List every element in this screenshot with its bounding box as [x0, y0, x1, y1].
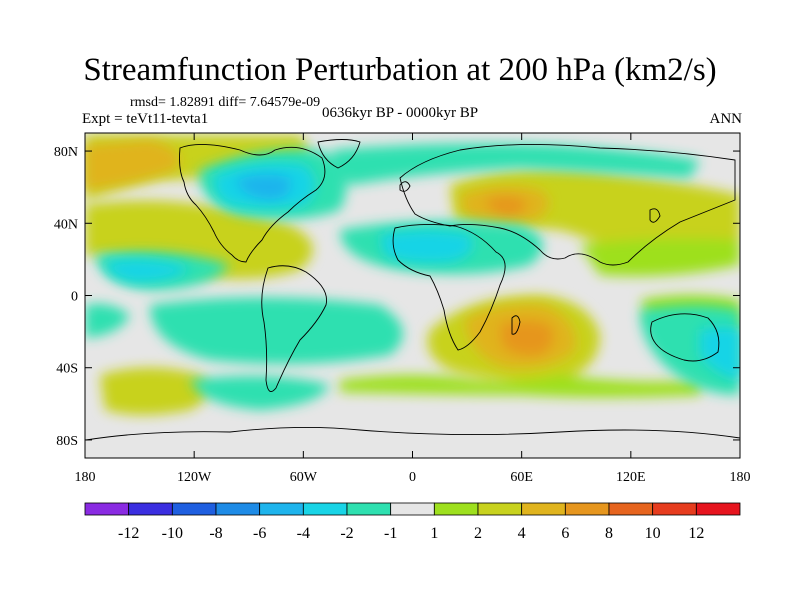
colorbar-label: 6 — [561, 525, 569, 542]
contour-positive-asia-band — [580, 238, 740, 277]
coast-madagascar — [511, 315, 521, 335]
colorbar-label: -1 — [384, 525, 397, 542]
colorbar-swatch — [171, 502, 217, 516]
colorbar-label: -4 — [297, 525, 310, 542]
coast-greenland — [317, 139, 361, 169]
coastlines — [85, 139, 740, 441]
contour-negative-southern — [190, 376, 330, 410]
colorbar-label: -2 — [340, 525, 353, 542]
coast-eurasia — [399, 144, 736, 266]
contour-minus2-africa — [380, 230, 473, 263]
x-tick-label: 180 — [730, 470, 751, 485]
colorbar-swatch — [390, 502, 435, 516]
colorbar-swatch — [128, 502, 173, 516]
y-tick-label: 80N — [54, 145, 78, 160]
contour-6-south-atlantic — [500, 320, 554, 356]
coast-japan — [649, 208, 661, 223]
map-field — [85, 133, 740, 458]
contour-positive-southern-band — [340, 375, 700, 398]
colorbar-swatch — [652, 502, 697, 516]
coast-north-america — [179, 144, 326, 263]
stats-label: rmsd= 1.82891 diff= 7.64579e-09 — [130, 95, 321, 110]
x-tick-label: 180 — [75, 470, 96, 485]
colorbar-label: -12 — [118, 525, 139, 542]
colorbar-label: 1 — [430, 525, 438, 542]
colorbar-swatch — [302, 502, 348, 516]
coast-australia — [650, 313, 720, 362]
colorbar-swatch — [695, 502, 741, 516]
colorbar-swatch — [215, 502, 261, 516]
colorbar-swatch — [477, 502, 523, 516]
y-axis: 80N 40N 0 40S 80S — [54, 145, 740, 449]
coast-antarctica — [85, 426, 740, 441]
colorbar-swatch — [433, 502, 479, 516]
coast-south-america — [261, 265, 328, 393]
colorbar-swatch — [84, 502, 130, 516]
x-tick-label: 0 — [409, 470, 416, 485]
colorbar-label: 10 — [645, 525, 661, 542]
contour-negative-south-america — [150, 297, 403, 364]
period-label: 0636kyr BP - 0000kyr BP — [322, 105, 479, 121]
colorbar-label: 2 — [474, 525, 482, 542]
contour-4-north-atlantic — [85, 140, 180, 190]
colorbar-swatch — [564, 502, 610, 516]
colorbar-label: -10 — [162, 525, 183, 542]
colorbar-swatch — [259, 502, 304, 516]
x-tick-label: 120W — [177, 470, 212, 485]
contour-negative-northern-band — [330, 143, 700, 185]
colorbar: -12 -10 -8 -6 -4 -2 -1 1 2 4 6 8 10 12 — [84, 502, 741, 542]
x-axis: 180 120W 60W 0 60E 120E 180 — [75, 133, 751, 485]
colorbar-swatch — [608, 502, 654, 516]
y-tick-label: 40N — [54, 217, 78, 232]
colorbar-swatch — [346, 502, 392, 516]
x-tick-label: 120E — [616, 470, 646, 485]
y-tick-label: 80S — [56, 434, 78, 449]
colorbar-label: 8 — [605, 525, 613, 542]
contour-6-europe — [485, 196, 526, 216]
colorbar-label: -8 — [209, 525, 222, 542]
colorbar-label: 12 — [688, 525, 704, 542]
contour-positive-south-pacific — [100, 367, 208, 415]
x-tick-label: 60E — [510, 470, 533, 485]
colorbar-label: 4 — [518, 525, 526, 542]
contour-minus2-pacific — [105, 259, 190, 282]
season-label: ANN — [709, 111, 743, 127]
contour-negative-east-pacific — [85, 303, 130, 338]
coast-africa — [392, 223, 506, 351]
contour-minus4-north-america — [235, 174, 291, 200]
experiment-label: Expt = teVt11-tevta1 — [82, 111, 209, 127]
contour-minus2-australia — [700, 327, 740, 380]
x-tick-label: 60W — [290, 470, 318, 485]
colorbar-label: -6 — [253, 525, 266, 542]
chart-title: Streamfunction Perturbation at 200 hPa (… — [83, 52, 717, 88]
y-tick-label: 40S — [56, 362, 78, 377]
coast-uk — [399, 181, 411, 192]
y-tick-label: 0 — [71, 290, 78, 305]
colorbar-swatch — [521, 502, 566, 516]
